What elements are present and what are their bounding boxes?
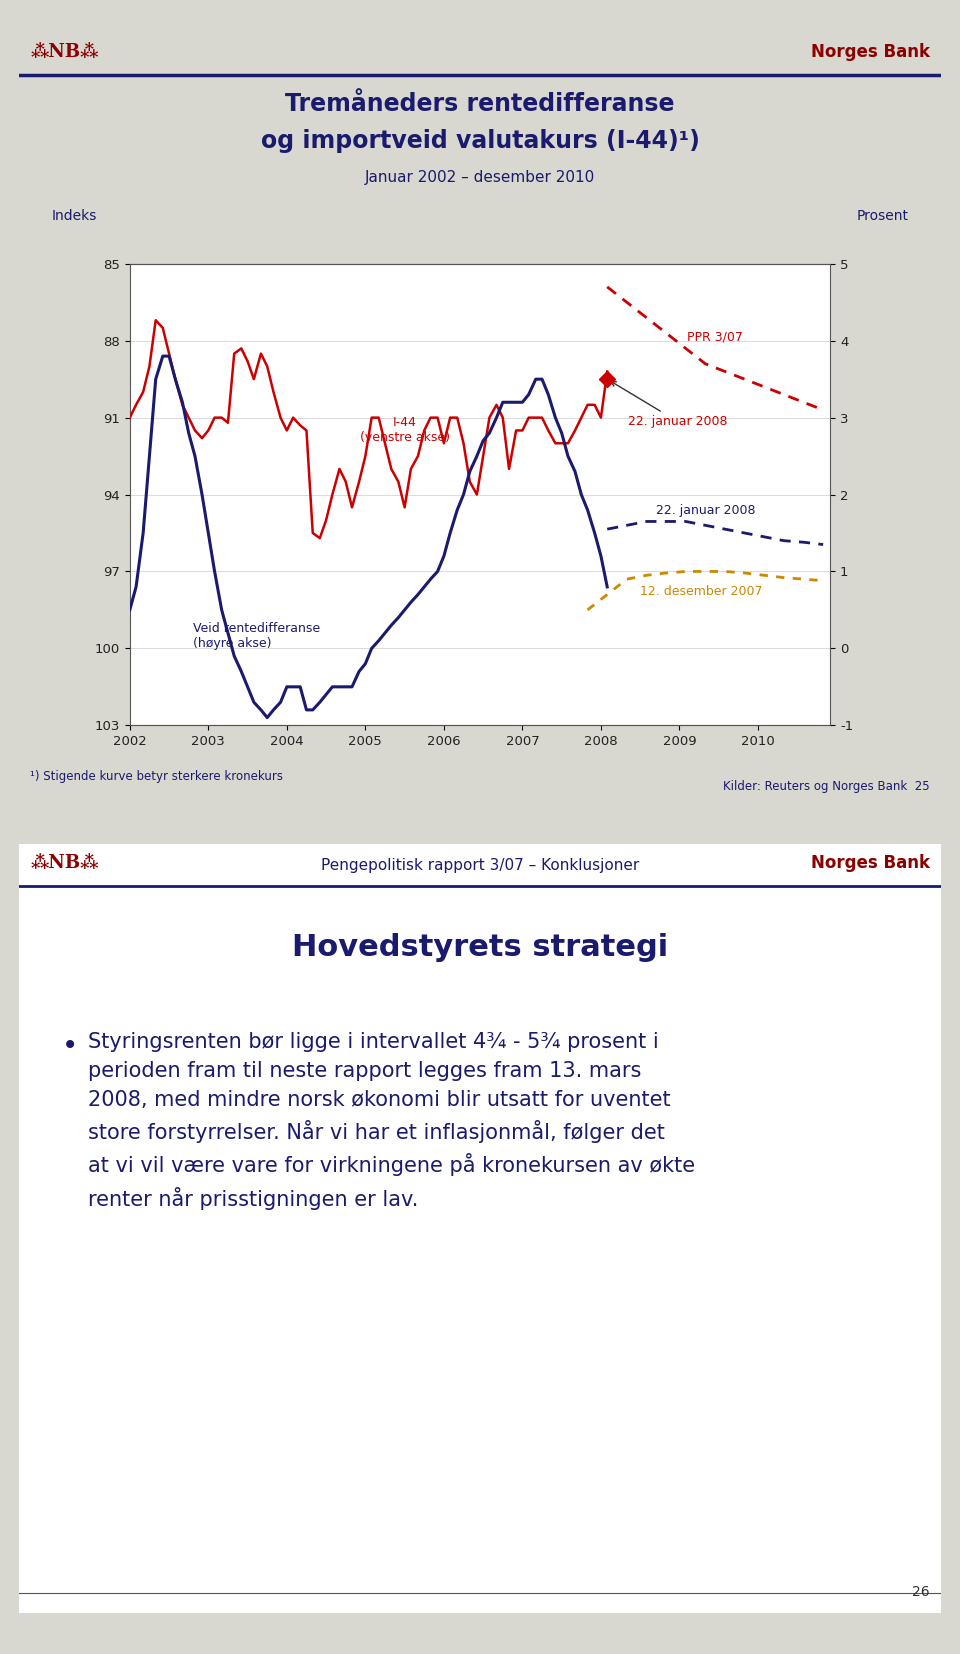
Text: Januar 2002 – desember 2010: Januar 2002 – desember 2010 [365, 170, 595, 185]
Text: Pengepolitisk rapport 3/07 – Konklusjoner: Pengepolitisk rapport 3/07 – Konklusjone… [321, 857, 639, 873]
Text: 22. januar 2008: 22. januar 2008 [656, 504, 756, 516]
Text: ¹) Stigende kurve betyr sterkere kronekurs: ¹) Stigende kurve betyr sterkere kroneku… [31, 771, 283, 782]
Text: 12. desember 2007: 12. desember 2007 [640, 584, 762, 597]
Text: Tremåneders rentedifferanse: Tremåneders rentedifferanse [285, 93, 675, 116]
Text: Prosent: Prosent [856, 208, 908, 223]
Text: Norges Bank: Norges Bank [811, 43, 929, 61]
Text: PPR 3/07: PPR 3/07 [687, 331, 743, 344]
Text: Styringsrenten bør ligge i intervallet 4¾ - 5¾ prosent i
perioden fram til neste: Styringsrenten bør ligge i intervallet 4… [88, 1032, 695, 1211]
Text: Kilder: Reuters og Norges Bank  25: Kilder: Reuters og Norges Bank 25 [723, 781, 929, 792]
Text: Hovedstyrets strategi: Hovedstyrets strategi [292, 933, 668, 963]
Text: ⁂NB⁂: ⁂NB⁂ [31, 43, 99, 61]
Text: Indeks: Indeks [52, 208, 97, 223]
Text: 22. januar 2008: 22. januar 2008 [611, 382, 728, 428]
Text: Norges Bank: Norges Bank [811, 853, 929, 872]
Text: I-44
(venstre akse): I-44 (venstre akse) [360, 417, 449, 445]
Text: ⁂NB⁂: ⁂NB⁂ [31, 853, 99, 872]
Text: 26: 26 [912, 1585, 929, 1599]
Text: og importveid valutakurs (I-44)¹): og importveid valutakurs (I-44)¹) [260, 129, 700, 152]
Text: •: • [61, 1032, 78, 1060]
Text: Veid rentedifferanse
(høyre akse): Veid rentedifferanse (høyre akse) [193, 622, 320, 650]
